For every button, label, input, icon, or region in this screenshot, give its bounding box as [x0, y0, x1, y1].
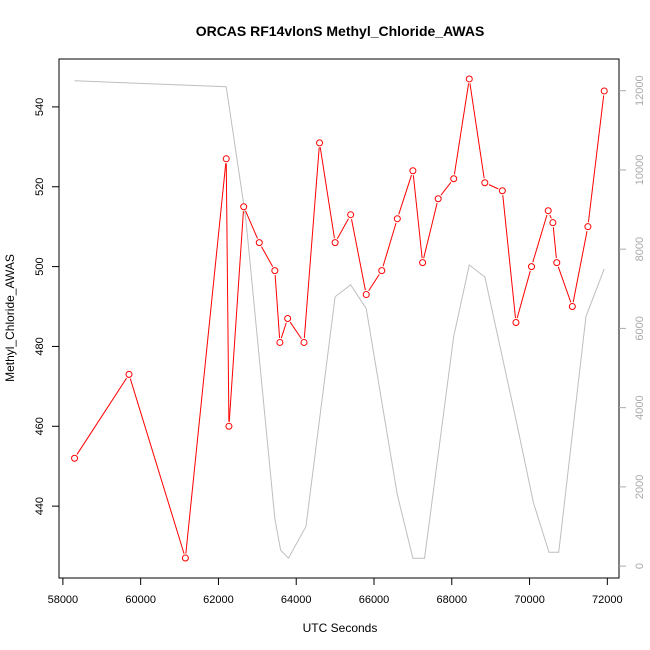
- series-primary-segment: [280, 322, 287, 339]
- x-tick-label: 72000: [592, 594, 623, 606]
- series-primary-segment: [185, 163, 227, 554]
- y2-tick-label: 4000: [634, 395, 646, 419]
- series-primary-point: [528, 263, 535, 271]
- series-primary-point: [222, 155, 230, 163]
- x-axis: 58000 60000 62000 64000 66000 68000 70000 72000: [48, 578, 623, 606]
- y-tick-label: 520: [34, 178, 46, 196]
- series-primary-point: [419, 259, 427, 267]
- y2-tick-label: 8000: [634, 237, 646, 261]
- series-primary-segment: [245, 210, 258, 239]
- x-tick-label: 62000: [203, 594, 234, 606]
- y2-axis: 0 2000 4000 6000 8000 10000 12000: [619, 75, 646, 569]
- series-primary-point: [568, 303, 576, 311]
- series-primary-segment: [453, 83, 470, 175]
- series-primary-segment: [319, 147, 335, 239]
- y-tick-label: 460: [34, 417, 46, 435]
- series-primary-point: [255, 239, 263, 247]
- series-primary-segment: [129, 378, 185, 554]
- series-primary-segment: [398, 174, 412, 215]
- x-tick-label: 66000: [359, 594, 390, 606]
- series-primary-point: [465, 75, 473, 83]
- series-primary-point: [284, 315, 292, 322]
- x-tick-label: 60000: [125, 594, 156, 606]
- x-axis-label: UTC Seconds: [303, 621, 378, 635]
- series-primary-segment: [228, 211, 244, 422]
- y-tick-label: 540: [34, 98, 46, 116]
- series-primary-segment: [587, 95, 605, 223]
- series-primary-segment: [368, 274, 380, 292]
- series-primary-point: [225, 422, 233, 430]
- series-primary-point: [378, 267, 386, 275]
- series-primary-point: [271, 267, 279, 275]
- series-primary-point: [300, 338, 308, 346]
- series-primary-point: [553, 259, 561, 267]
- y-tick-label: 500: [34, 257, 46, 275]
- series-primary-segment: [351, 219, 366, 291]
- series-primary-point: [125, 370, 133, 378]
- series-primary-point: [240, 203, 248, 211]
- series-primary-segment: [572, 230, 588, 303]
- series-primary-point: [450, 175, 458, 183]
- series-primary-point: [181, 554, 189, 562]
- y2-tick-label: 10000: [634, 155, 646, 186]
- series-primary-point: [409, 167, 417, 175]
- series-primary: [71, 75, 608, 562]
- series-primary-point: [549, 219, 557, 227]
- series-primary-point: [276, 338, 284, 346]
- series-secondary-line: [74, 80, 605, 560]
- plot-frame: [58, 58, 620, 579]
- x-tick-label: 68000: [436, 594, 467, 606]
- series-primary-point: [481, 179, 489, 187]
- series-primary-point: [393, 215, 401, 223]
- series-primary-point: [362, 291, 370, 299]
- series-primary-point: [347, 211, 355, 219]
- y2-tick-label: 6000: [634, 316, 646, 340]
- series-primary-segment: [303, 147, 320, 339]
- x-tick-label: 70000: [514, 594, 545, 606]
- series-primary-point: [544, 207, 552, 215]
- series-primary-segment: [557, 266, 572, 303]
- y-axis-label: Methyl_Chloride_AWAS: [3, 254, 17, 382]
- y2-tick-label: 12000: [634, 75, 646, 106]
- series-primary-segment: [76, 377, 127, 455]
- y-axis: 440 460 480 500 520 540: [34, 98, 59, 515]
- series-primary-segment: [336, 218, 349, 239]
- series-primary-point: [512, 318, 520, 326]
- series-primary-segment: [382, 222, 397, 267]
- y2-tick-label: 0: [634, 563, 646, 569]
- series-primary-segment: [225, 163, 230, 422]
- series-primary-segment: [516, 270, 531, 319]
- series-primary-segment: [469, 83, 485, 179]
- series-primary-segment: [274, 275, 281, 339]
- series-secondary: [74, 80, 605, 560]
- series-primary-segment: [261, 246, 274, 267]
- series-primary-point: [600, 87, 608, 95]
- series-primary-segment: [552, 227, 557, 259]
- y-tick-label: 440: [34, 497, 46, 515]
- series-primary-point: [316, 139, 324, 147]
- chart-title: ORCAS RF14vlonS Methyl_Chloride_AWAS: [196, 23, 485, 39]
- series-primary-point: [584, 223, 592, 231]
- series-primary-segment: [440, 182, 452, 196]
- series-primary-segment: [289, 321, 302, 340]
- y2-tick-label: 2000: [634, 475, 646, 499]
- x-tick-label: 64000: [281, 594, 312, 606]
- series-primary-segment: [423, 202, 438, 259]
- series-primary-segment: [532, 214, 548, 263]
- series-primary-segment: [488, 184, 499, 190]
- series-primary-point: [71, 454, 79, 462]
- series-primary-segment: [549, 214, 552, 219]
- series-primary-segment: [502, 195, 516, 319]
- series-primary-point: [434, 195, 442, 203]
- series-primary-point: [331, 239, 339, 247]
- series-primary-segment: [412, 175, 423, 259]
- x-tick-label: 58000: [48, 594, 79, 606]
- series-primary-point: [498, 187, 506, 195]
- y-tick-label: 480: [34, 337, 46, 355]
